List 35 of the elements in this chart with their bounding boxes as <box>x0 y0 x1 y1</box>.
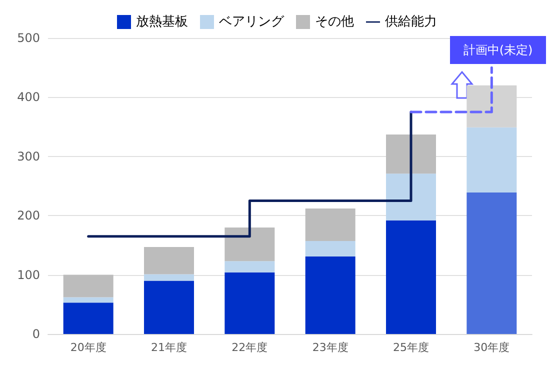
bar <box>144 246 194 274</box>
bar <box>305 256 356 334</box>
bar <box>224 227 275 262</box>
legend-label: 供給能力 <box>385 14 437 30</box>
legend-label: その他 <box>315 14 354 30</box>
bar <box>224 272 275 334</box>
y-tick-label: 500 <box>17 31 40 45</box>
bar <box>63 302 114 334</box>
bar <box>386 174 436 220</box>
y-tick-label: 300 <box>17 149 40 164</box>
y-tick-label: 100 <box>17 268 40 282</box>
x-tick-label: 21年度 <box>151 341 187 354</box>
x-tick-label: 30年度 <box>474 341 510 354</box>
bar <box>144 280 194 334</box>
y-tick-label: 400 <box>17 90 40 104</box>
legend-label: ベアリング <box>219 14 285 30</box>
bar <box>386 134 436 174</box>
y-tick-label: 0 <box>32 327 40 341</box>
x-tick-label: 25年度 <box>393 341 429 354</box>
bar <box>466 192 517 334</box>
bar <box>63 274 114 298</box>
x-tick-label: 22年度 <box>232 341 268 354</box>
bar <box>63 297 114 303</box>
bar <box>144 274 194 281</box>
bar <box>224 261 275 272</box>
y-tick-label: 200 <box>17 208 40 223</box>
bar <box>466 85 517 128</box>
bar <box>466 127 517 193</box>
x-tick-label: 20年度 <box>70 341 106 354</box>
annotation: 計画中(未定) <box>463 43 533 57</box>
bar <box>305 241 356 256</box>
legend-label: 放熱基板 <box>136 14 188 30</box>
bar <box>386 220 436 334</box>
x-tick-label: 23年度 <box>312 341 348 354</box>
bar <box>305 208 356 242</box>
